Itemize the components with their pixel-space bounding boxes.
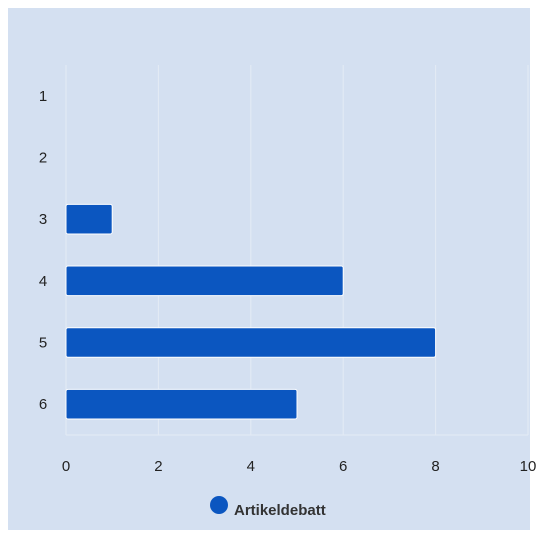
bar-6[interactable] — [65, 388, 298, 420]
bar-5[interactable] — [65, 327, 437, 358]
x-label-6: 6 — [339, 458, 347, 475]
bar-4[interactable] — [65, 265, 344, 297]
x-label-0: 0 — [62, 458, 70, 475]
bars — [65, 203, 437, 420]
y-label-4: 4 — [39, 273, 47, 290]
legend-marker — [210, 496, 228, 514]
x-axis-labels: 0 2 4 6 8 10 — [62, 458, 537, 475]
y-axis-labels: 1 2 3 4 5 6 — [39, 88, 47, 413]
y-label-5: 5 — [39, 335, 47, 352]
legend[interactable]: Artikeldebatt — [210, 496, 326, 519]
grid-lines — [65, 65, 529, 436]
y-label-3: 3 — [39, 211, 47, 228]
y-label-1: 1 — [39, 88, 47, 105]
legend-label: Artikeldebatt — [234, 502, 326, 519]
x-label-2: 2 — [154, 458, 162, 475]
x-label-8: 8 — [431, 458, 439, 475]
x-label-10: 10 — [520, 458, 537, 475]
y-label-6: 6 — [39, 396, 47, 413]
bar-3[interactable] — [65, 203, 113, 235]
y-label-2: 2 — [39, 150, 47, 167]
x-label-4: 4 — [247, 458, 255, 475]
